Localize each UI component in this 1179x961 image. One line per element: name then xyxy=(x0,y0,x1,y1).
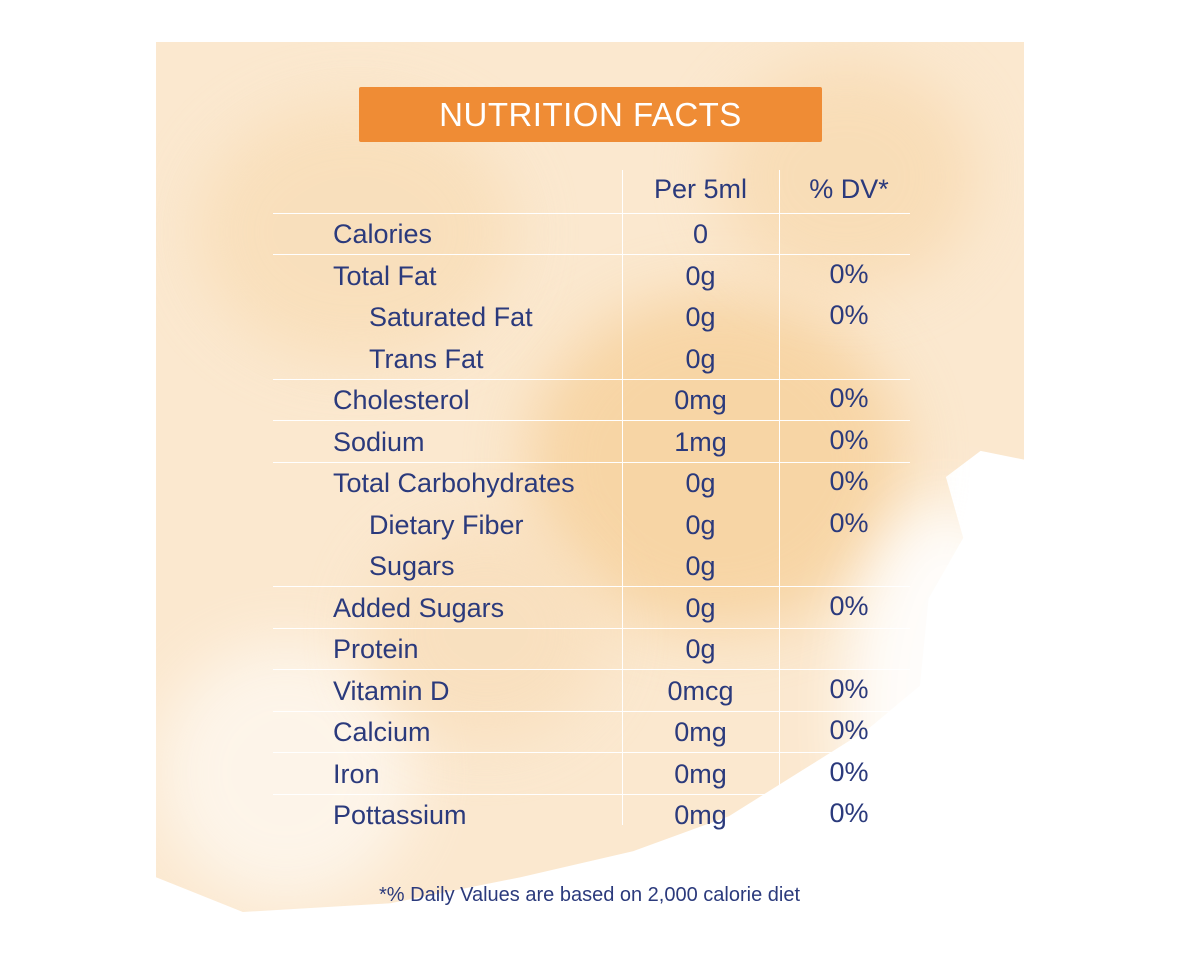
daily-value-percent: 0% xyxy=(829,383,869,413)
amount-per-serving: 0g xyxy=(685,634,716,664)
row-separator xyxy=(273,752,910,753)
amount-per-serving: 0mg xyxy=(674,759,727,789)
row-separator xyxy=(273,420,910,421)
daily-value-percent: 0% xyxy=(829,798,869,828)
nutrient-label: Iron xyxy=(333,759,380,789)
row-separator xyxy=(273,669,910,670)
daily-value-percent: 0% xyxy=(829,259,869,289)
daily-value-percent: 0% xyxy=(829,715,869,745)
nutrient-label: Sodium xyxy=(333,427,425,457)
amount-per-serving: 1mg xyxy=(674,427,727,457)
page-title: NUTRITION FACTS xyxy=(439,95,742,133)
row-separator xyxy=(273,628,910,629)
amount-per-serving: 0g xyxy=(685,510,716,540)
amount-per-serving: 0mg xyxy=(674,800,727,830)
column-divider xyxy=(779,170,780,825)
row-separator xyxy=(273,379,910,380)
amount-per-serving: 0g xyxy=(685,551,716,581)
wash-blob xyxy=(196,102,516,362)
amount-per-serving: 0 xyxy=(692,219,709,249)
column-header-per: Per 5ml xyxy=(653,174,748,204)
nutrient-label: Total Fat xyxy=(333,261,437,291)
wash-blob xyxy=(846,502,1024,912)
nutrient-label: Added Sugars xyxy=(333,593,505,623)
daily-value-percent: 0% xyxy=(829,466,869,496)
nutrient-label: Saturated Fat xyxy=(369,302,533,332)
row-separator xyxy=(273,711,910,712)
nutrient-label: Total Carbohydrates xyxy=(333,468,575,498)
column-header-dv: % DV* xyxy=(809,174,889,204)
watercolor-background xyxy=(156,42,1024,912)
amount-per-serving: 0g xyxy=(685,302,716,332)
nutrient-label: Dietary Fiber xyxy=(369,510,524,540)
row-separator xyxy=(273,254,910,255)
nutrient-label: Calcium xyxy=(333,717,431,747)
nutrient-label: Trans Fat xyxy=(369,344,484,374)
amount-per-serving: 0mg xyxy=(674,385,727,415)
amount-per-serving: 0g xyxy=(685,261,716,291)
daily-value-percent: 0% xyxy=(829,591,869,621)
column-divider xyxy=(622,170,623,825)
daily-value-percent: 0% xyxy=(829,674,869,704)
daily-value-percent: 0% xyxy=(829,757,869,787)
nutrient-label: Protein xyxy=(333,634,419,664)
amount-per-serving: 0mg xyxy=(674,717,727,747)
title-banner: NUTRITION FACTS xyxy=(359,87,822,142)
nutrient-label: Cholesterol xyxy=(333,385,470,415)
row-separator xyxy=(273,794,910,795)
nutrient-label: Calories xyxy=(333,219,433,249)
footnote: *% Daily Values are based on 2,000 calor… xyxy=(379,884,800,906)
amount-per-serving: 0g xyxy=(685,344,716,374)
row-separator xyxy=(273,462,910,463)
wash-blob xyxy=(156,642,416,902)
amount-per-serving: 0g xyxy=(685,593,716,623)
amount-per-serving: 0mcg xyxy=(667,676,734,706)
wash-blob xyxy=(366,522,606,742)
daily-value-percent: 0% xyxy=(829,425,869,455)
nutrient-label: Sugars xyxy=(369,551,455,581)
daily-value-percent: 0% xyxy=(829,300,869,330)
row-separator xyxy=(273,586,910,587)
daily-value-percent: 0% xyxy=(829,508,869,538)
row-separator xyxy=(273,213,910,214)
nutrient-label: Vitamin D xyxy=(333,676,450,706)
amount-per-serving: 0g xyxy=(685,468,716,498)
nutrient-label: Pottassium xyxy=(333,800,467,830)
